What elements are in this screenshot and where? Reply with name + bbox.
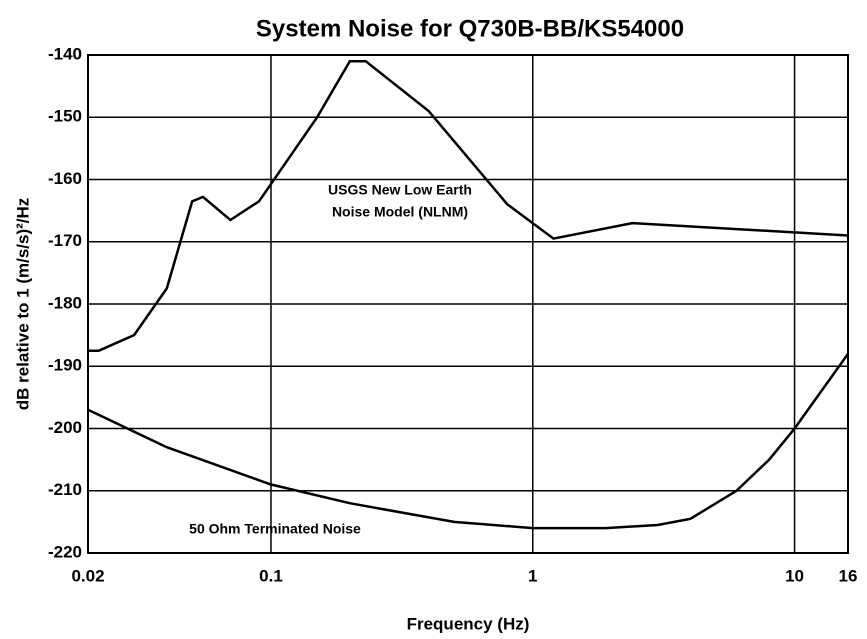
- x-tick-label: 16: [839, 566, 858, 585]
- y-tick-label: -180: [48, 293, 82, 312]
- y-tick-label: -220: [48, 542, 82, 561]
- x-axis-label: Frequency (Hz): [407, 614, 530, 633]
- annotation: 50 Ohm Terminated Noise: [189, 521, 361, 537]
- x-tick-label: 10: [785, 566, 804, 585]
- y-tick-label: -140: [48, 44, 82, 63]
- x-tick-label: 0.02: [71, 566, 104, 585]
- x-tick-label: 1: [528, 566, 537, 585]
- plot-frame: [87, 54, 849, 554]
- line: [88, 59, 849, 352]
- line: [87, 353, 850, 530]
- annotation: USGS New Low Earth: [328, 182, 472, 198]
- y-tick-label: -160: [48, 169, 82, 188]
- annotation: Noise Model (NLNM): [332, 204, 468, 220]
- y-tick-label: -190: [48, 356, 82, 375]
- chart-title: System Noise for Q730B-BB/KS54000: [256, 15, 684, 42]
- x-tick-label: 0.1: [259, 566, 283, 585]
- y-axis-label: dB relative to 1 (m/s/s)²/Hz: [13, 198, 32, 411]
- y-tick-label: -150: [48, 107, 82, 126]
- y-tick-label: -210: [48, 480, 82, 499]
- y-tick-label: -170: [48, 231, 82, 250]
- y-tick-label: -200: [48, 418, 82, 437]
